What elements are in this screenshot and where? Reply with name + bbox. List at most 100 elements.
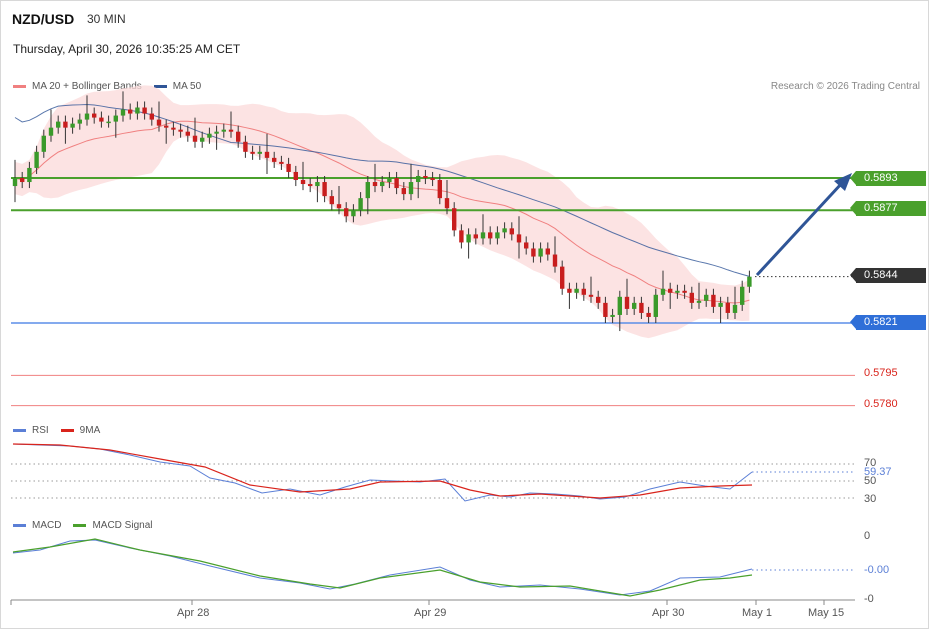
bollinger-band — [15, 85, 750, 339]
research-credit: Research © 2026 Trading Central — [770, 81, 920, 92]
forecast-arrow-head — [834, 173, 852, 191]
candle-bear — [488, 232, 493, 239]
rsi-level-70: 70 — [864, 457, 877, 469]
candle-bear — [459, 230, 464, 243]
candle-bear — [236, 131, 241, 142]
candle-bear — [300, 180, 306, 185]
candle-bull — [365, 182, 370, 199]
resistance-1-tag: 0.5877 — [850, 201, 926, 216]
ma50-swatch — [153, 85, 167, 88]
macd-current-value: -0.00 — [864, 564, 890, 576]
candle-bull — [207, 133, 212, 138]
candle-bear — [286, 163, 291, 172]
candle-bear — [171, 127, 176, 130]
candle-bear — [308, 184, 313, 187]
candle-bull — [408, 182, 414, 195]
candle-bear — [531, 248, 536, 257]
candle-bear — [279, 161, 284, 164]
candle-bull — [704, 294, 709, 301]
candle-bear — [437, 180, 442, 199]
candle-bear — [682, 290, 687, 293]
candle-bull — [34, 151, 39, 168]
candle-bull — [48, 127, 54, 136]
candle-bear — [725, 302, 730, 313]
macd-swatch — [13, 524, 26, 527]
candle-bull — [495, 232, 500, 239]
candle-bull — [610, 314, 615, 317]
candle-bull — [12, 178, 18, 187]
ma20-swatch — [13, 85, 26, 88]
candle-bull — [56, 121, 61, 128]
rsi-legend: RSI 9MA — [13, 425, 100, 436]
candle-bear — [192, 135, 198, 142]
macd-legend-label: MACD — [32, 520, 62, 531]
candle-bull — [214, 131, 219, 134]
candle-bull — [113, 115, 118, 122]
candle-bull — [538, 248, 543, 257]
candle-bull — [617, 296, 622, 315]
main-legend: MA 20 + Bollinger Bands MA 50 — [13, 81, 201, 92]
support-3-label: 0.5780 — [864, 398, 898, 410]
candle-bear — [711, 294, 716, 307]
candle-bear — [452, 208, 457, 231]
rsi-current-value: 59.37 — [864, 466, 892, 478]
candle-bull — [380, 182, 385, 187]
candle-bear — [603, 302, 608, 317]
candle-bull — [358, 198, 363, 211]
candle-bull — [718, 302, 723, 307]
candle-bull — [41, 135, 46, 152]
candle-bear — [63, 121, 68, 128]
candle-bull — [120, 109, 126, 116]
macd-bottom-label: -0 — [864, 593, 874, 605]
candle-bear — [423, 175, 428, 178]
candle-bull — [27, 167, 32, 183]
rsi-swatch — [13, 429, 26, 432]
candle-bear — [624, 296, 630, 309]
candle-bear — [142, 107, 147, 114]
macd-signal-line — [12, 538, 753, 597]
candle-bear — [156, 119, 162, 126]
candle-bull — [106, 121, 111, 124]
rsi-legend-label: RSI — [32, 425, 49, 436]
candle-bull — [732, 304, 738, 313]
candle-bull — [480, 232, 486, 239]
candle-bear — [185, 131, 190, 136]
x-label-apr28: Apr 28 — [177, 607, 210, 619]
current-price-tag: 0.5844 — [850, 268, 926, 283]
candle-bear — [430, 178, 435, 181]
candle-bull — [660, 288, 666, 295]
candle-bull — [632, 302, 637, 309]
candle-bull — [200, 137, 205, 142]
support-1-value: 0.5821 — [864, 316, 898, 328]
candle-bear — [128, 109, 133, 114]
candle-bull — [77, 119, 82, 124]
candle-bull — [574, 288, 579, 293]
pair-title: NZD/USD — [12, 11, 75, 27]
candle-bull — [675, 290, 680, 293]
candle-bear — [581, 288, 586, 295]
candle-bear — [372, 182, 378, 187]
candle-bull — [315, 182, 320, 187]
macd-legend: MACD MACD Signal — [13, 520, 152, 531]
candle-bull — [351, 210, 356, 217]
candle-bear — [639, 302, 644, 313]
candle-bull — [257, 151, 262, 154]
candle-bear — [164, 125, 169, 128]
candle-bull — [747, 276, 752, 287]
candle-bear — [646, 312, 651, 317]
candle-bear — [243, 141, 248, 152]
rsi-ma-legend-label: 9MA — [79, 425, 101, 436]
candle-bear — [20, 178, 25, 183]
resistance-2-value: 0.5893 — [864, 172, 898, 184]
candle-bear — [394, 178, 399, 189]
candle-bear — [336, 204, 342, 209]
candle-bear — [689, 292, 694, 303]
candle-bear — [509, 228, 514, 235]
rsi-level-50: 50 — [864, 475, 877, 487]
rsi-ma-swatch — [60, 429, 74, 432]
resistance-2-tag: 0.5893 — [850, 171, 926, 186]
support-1-tag: 0.5821 — [850, 315, 926, 330]
candle-bear — [272, 157, 277, 162]
candle-bear — [322, 182, 327, 197]
